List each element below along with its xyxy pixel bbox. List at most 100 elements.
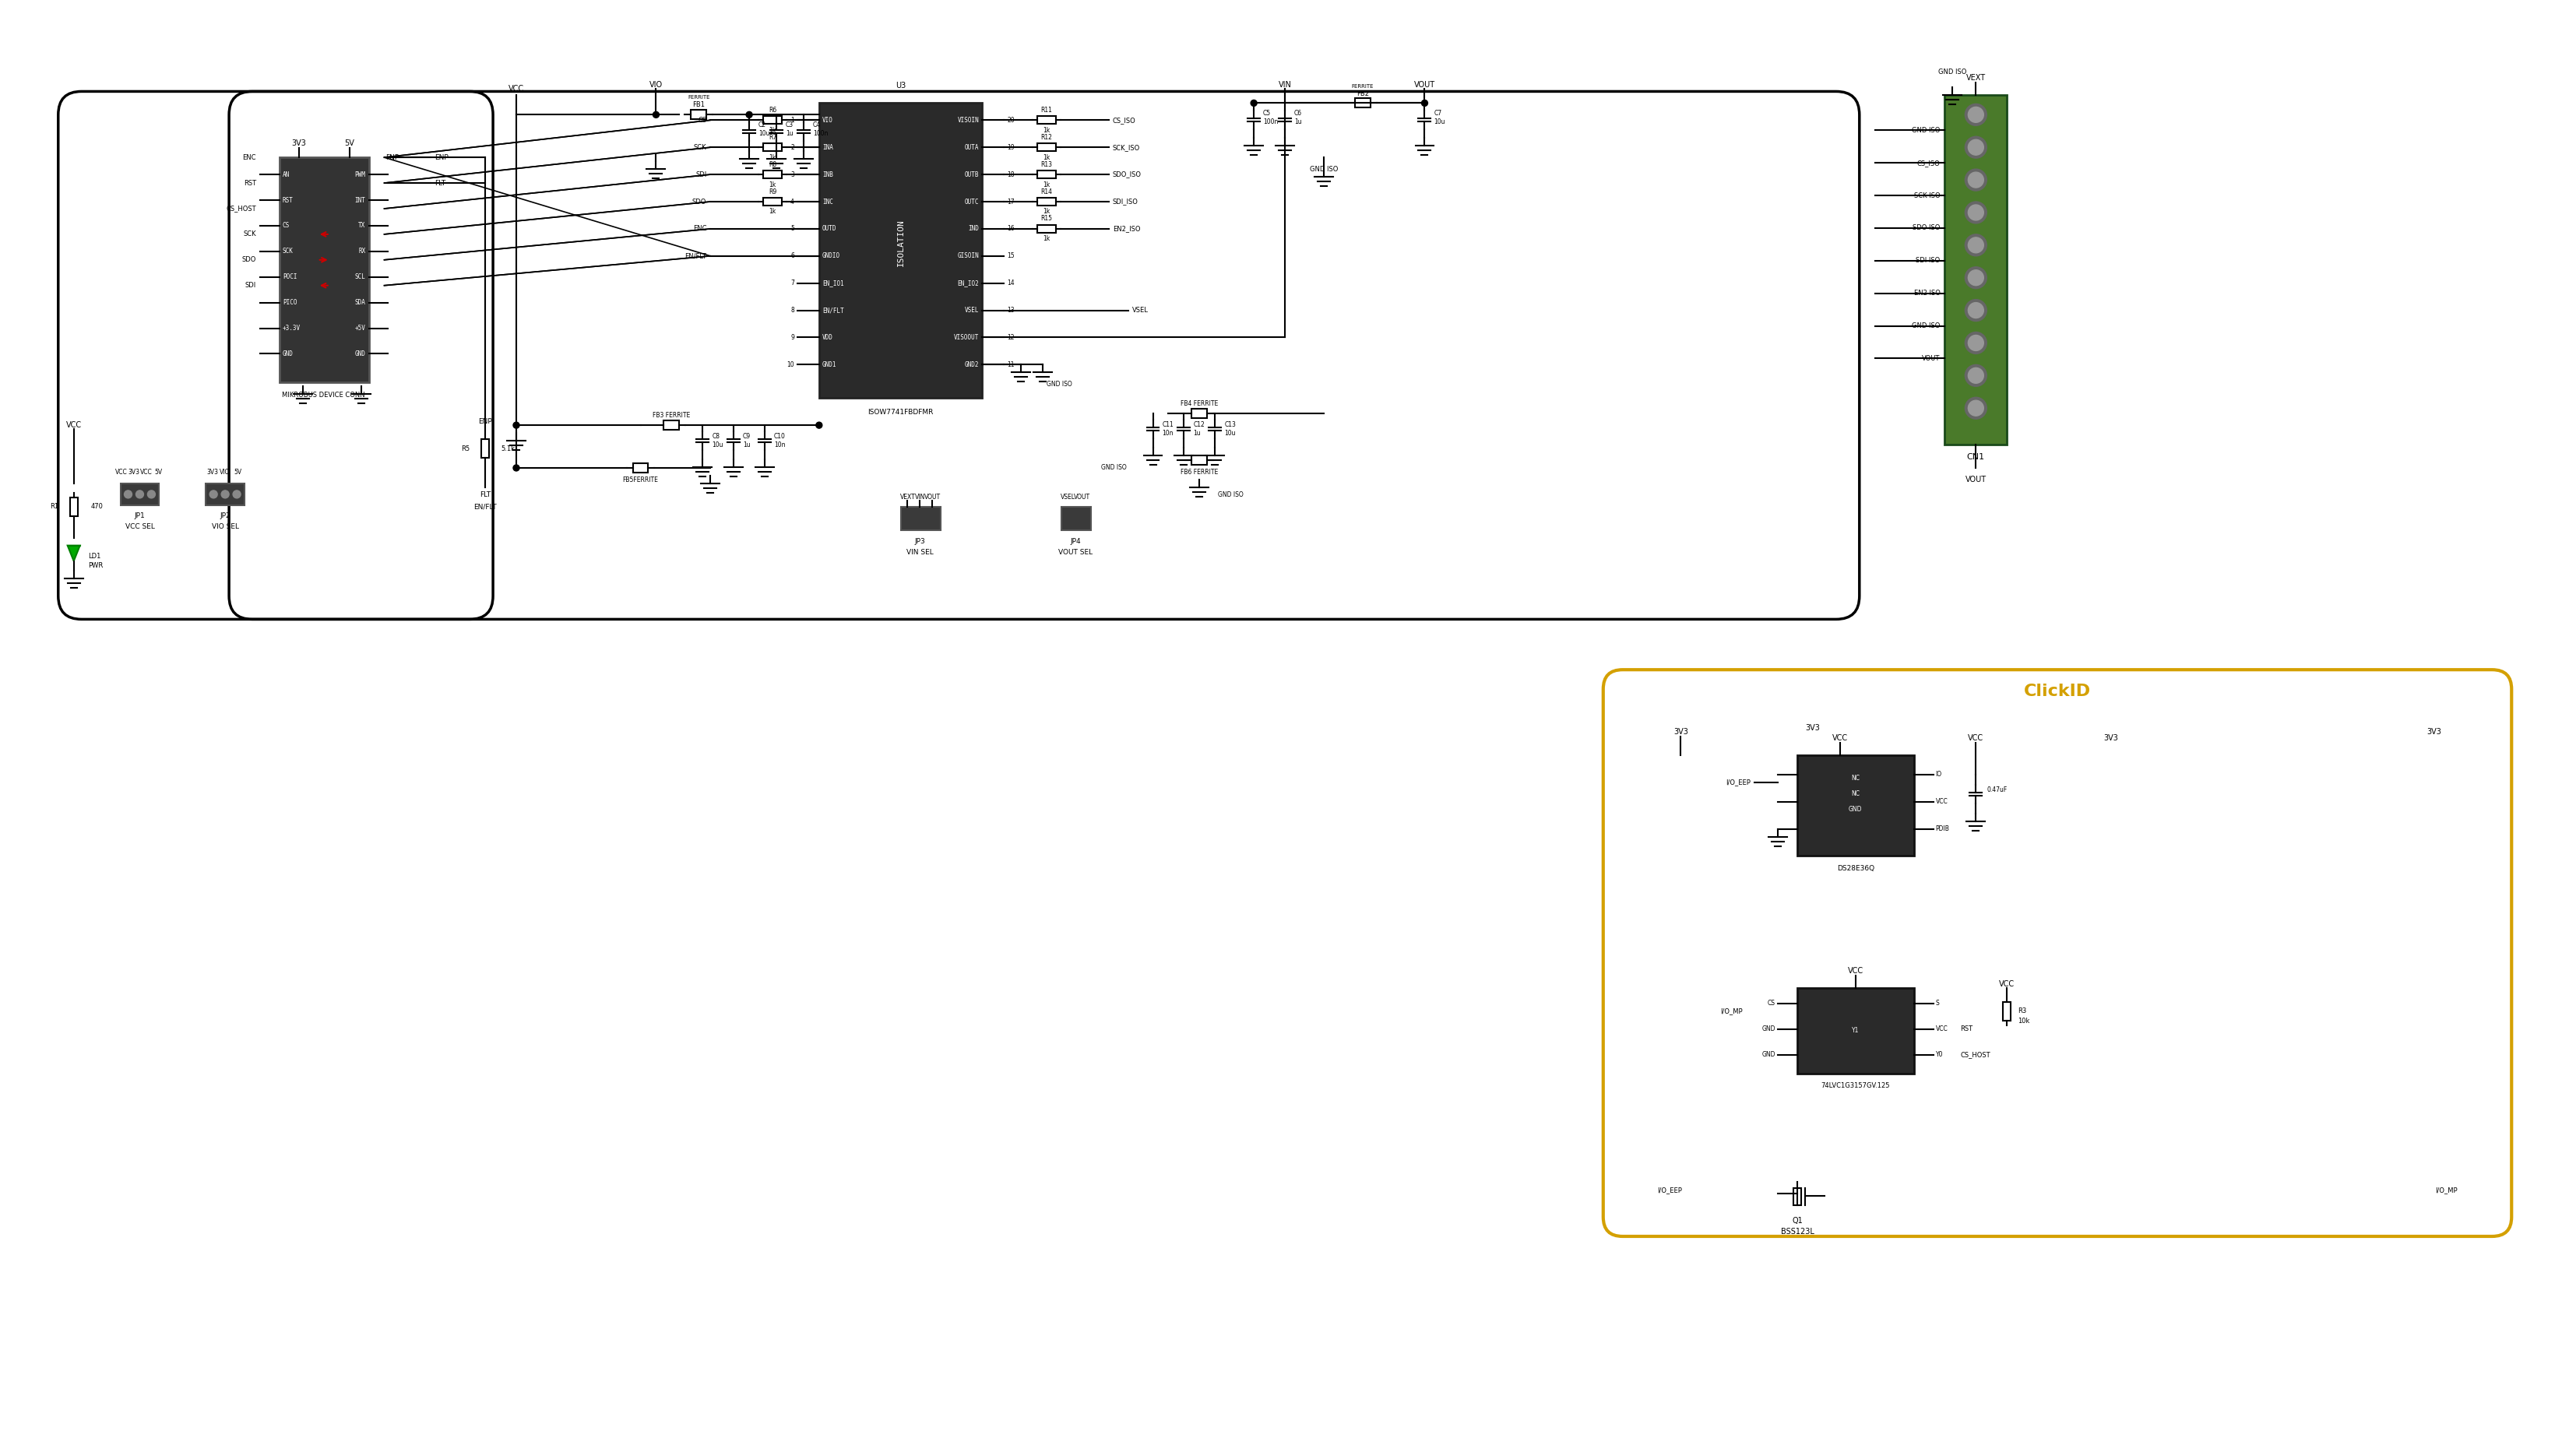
Text: ENC: ENC xyxy=(693,226,706,233)
Text: C9: C9 xyxy=(742,433,750,440)
Text: 1k: 1k xyxy=(1043,127,1051,134)
Text: VIO: VIO xyxy=(219,469,229,476)
Text: 1k: 1k xyxy=(1043,236,1051,243)
Circle shape xyxy=(1965,397,1986,418)
Text: VOUT: VOUT xyxy=(1414,82,1435,89)
Text: I/O_EEP: I/O_EEP xyxy=(1656,1186,1682,1194)
Text: Q1: Q1 xyxy=(1793,1217,1803,1225)
Text: 8: 8 xyxy=(791,306,793,313)
Text: LD1: LD1 xyxy=(88,552,100,559)
Text: FERRITE: FERRITE xyxy=(1352,85,1373,89)
Text: IND: IND xyxy=(969,226,979,233)
Text: 100n: 100n xyxy=(1262,118,1278,125)
Bar xyxy=(762,171,781,178)
Text: 10: 10 xyxy=(786,361,793,368)
Text: VCC: VCC xyxy=(1832,735,1847,742)
Text: CS_ISO: CS_ISO xyxy=(1917,160,1940,167)
Text: GND ISO: GND ISO xyxy=(1218,492,1244,499)
Text: 3: 3 xyxy=(791,171,793,178)
Text: PICO: PICO xyxy=(283,299,296,306)
Text: 0.47uF: 0.47uF xyxy=(1986,787,2007,794)
Text: 15: 15 xyxy=(1007,253,1015,259)
Circle shape xyxy=(1965,332,1986,354)
Text: VIN SEL: VIN SEL xyxy=(907,549,933,557)
Text: C8: C8 xyxy=(711,433,719,440)
Bar xyxy=(634,463,649,473)
Text: CS: CS xyxy=(1767,999,1775,1007)
Text: 3V3: 3V3 xyxy=(1806,725,1821,732)
Circle shape xyxy=(1968,400,1984,416)
Text: VCC: VCC xyxy=(1935,1025,1947,1032)
Text: DS28E36Q: DS28E36Q xyxy=(1837,864,1875,871)
Text: R15: R15 xyxy=(1041,216,1054,223)
Text: OUTB: OUTB xyxy=(963,171,979,178)
Bar xyxy=(121,483,160,505)
Text: ISOLATION: ISOLATION xyxy=(896,219,904,266)
Text: INC: INC xyxy=(822,198,832,206)
Text: NC: NC xyxy=(1852,791,1860,798)
Text: VCC: VCC xyxy=(1999,981,2014,988)
Text: I/O_EEP: I/O_EEP xyxy=(1726,779,1752,785)
Text: 3V3: 3V3 xyxy=(2105,735,2117,742)
Text: ENC: ENC xyxy=(242,154,255,161)
Text: GND: GND xyxy=(355,351,366,357)
Circle shape xyxy=(232,490,240,498)
Text: FB3 FERRITE: FB3 FERRITE xyxy=(652,411,690,418)
Text: CS: CS xyxy=(283,223,289,229)
Text: C4: C4 xyxy=(814,121,822,128)
Text: 7: 7 xyxy=(791,279,793,286)
Text: VEXT: VEXT xyxy=(899,493,914,500)
Text: OUTA: OUTA xyxy=(963,144,979,151)
Text: CS_HOST: CS_HOST xyxy=(1960,1051,1991,1058)
Text: 18: 18 xyxy=(1007,171,1015,178)
Text: 1k: 1k xyxy=(1043,181,1051,188)
Text: 1k: 1k xyxy=(768,127,775,134)
Text: R8: R8 xyxy=(768,161,775,168)
Text: PDIB: PDIB xyxy=(1935,825,1950,833)
Text: FB5FERRITE: FB5FERRITE xyxy=(623,477,659,483)
Text: SDO: SDO xyxy=(693,198,706,206)
Circle shape xyxy=(1968,335,1984,351)
Text: JP3: JP3 xyxy=(914,538,925,545)
Circle shape xyxy=(1965,365,1986,387)
Text: EN_IO1: EN_IO1 xyxy=(822,279,845,286)
Text: 5V: 5V xyxy=(345,139,355,147)
Text: FLT: FLT xyxy=(479,492,492,499)
Text: SCK_ISO: SCK_ISO xyxy=(1113,144,1141,151)
Text: CN1: CN1 xyxy=(1968,453,1986,462)
Circle shape xyxy=(1965,170,1986,191)
Text: SDO_ISO: SDO_ISO xyxy=(1113,171,1141,178)
Text: SCK: SCK xyxy=(283,247,294,255)
Bar xyxy=(1355,98,1370,108)
Bar xyxy=(1038,144,1056,151)
Text: ENP: ENP xyxy=(479,418,492,424)
Text: OUTD: OUTD xyxy=(822,226,837,233)
Text: 1: 1 xyxy=(791,116,793,124)
Text: C12: C12 xyxy=(1193,421,1206,429)
Text: R5: R5 xyxy=(461,444,469,452)
Circle shape xyxy=(1422,101,1427,106)
Text: 3V3: 3V3 xyxy=(2427,728,2442,736)
Circle shape xyxy=(817,423,822,429)
Circle shape xyxy=(1968,139,1984,155)
Text: 1k: 1k xyxy=(768,154,775,161)
Text: FLT: FLT xyxy=(435,180,446,187)
Bar xyxy=(1793,1188,1801,1205)
Text: 3V3: 3V3 xyxy=(129,469,139,476)
Text: VIN: VIN xyxy=(914,493,925,500)
Text: +3.3V: +3.3V xyxy=(283,325,301,332)
Bar xyxy=(1193,408,1208,418)
Circle shape xyxy=(513,423,520,429)
Text: 6: 6 xyxy=(791,253,793,259)
Circle shape xyxy=(1968,204,1984,220)
Text: SDO ISO: SDO ISO xyxy=(1911,224,1940,232)
Text: POCI: POCI xyxy=(283,273,296,280)
Text: VCC: VCC xyxy=(1968,735,1984,742)
Circle shape xyxy=(137,490,144,498)
Circle shape xyxy=(1965,234,1986,256)
Circle shape xyxy=(747,112,752,118)
Bar xyxy=(1798,988,1914,1073)
Text: GND: GND xyxy=(1850,805,1862,812)
Text: CS_ISO: CS_ISO xyxy=(1113,116,1136,124)
Text: C6: C6 xyxy=(1293,109,1301,116)
